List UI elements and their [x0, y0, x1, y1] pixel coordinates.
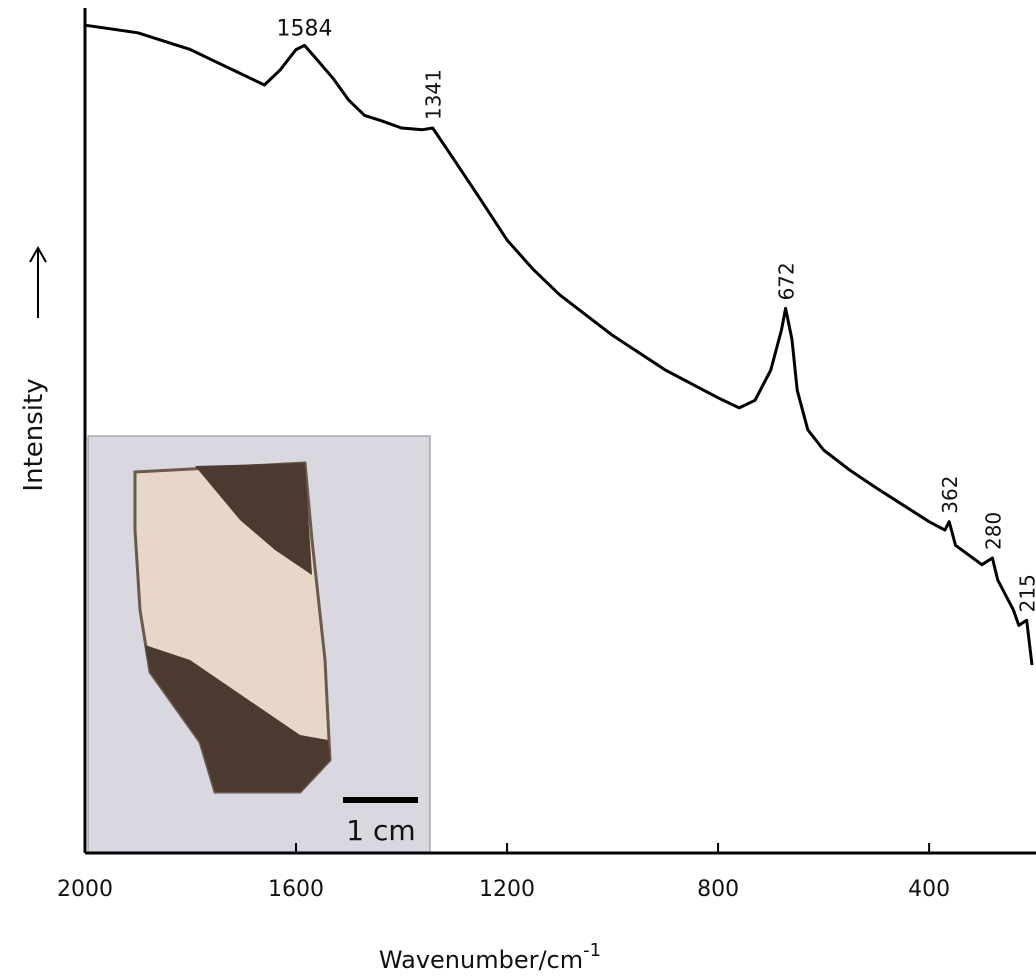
y-arrow: [29, 245, 47, 318]
peak-label: 672: [775, 262, 799, 300]
peak-label: 215: [1016, 574, 1036, 612]
peak-label: 1584: [276, 16, 332, 41]
x-axis-title: Wavenumber/cm-1: [379, 940, 601, 974]
x-tick-label: 2000: [57, 877, 113, 902]
peak-label: 280: [981, 512, 1005, 550]
x-axis-title-sup: -1: [583, 940, 601, 961]
y-axis-title: Intensity: [19, 378, 49, 491]
sherd-pattern: [145, 645, 330, 792]
x-tick-label: 800: [697, 877, 739, 902]
peak-label: 1341: [422, 69, 446, 120]
scale-label: 1 cm: [346, 814, 415, 847]
spectrum-line: [84, 23, 1034, 666]
inset-photo: 1 cm: [87, 435, 431, 854]
x-tick-label: 400: [908, 877, 950, 902]
peak-label: 362: [938, 476, 962, 514]
x-tick-label: 1600: [268, 877, 324, 902]
x-tick-label: 1200: [479, 877, 535, 902]
x-axis-title-main: Wavenumber/cm: [379, 946, 583, 974]
sherd-pattern: [195, 463, 312, 575]
